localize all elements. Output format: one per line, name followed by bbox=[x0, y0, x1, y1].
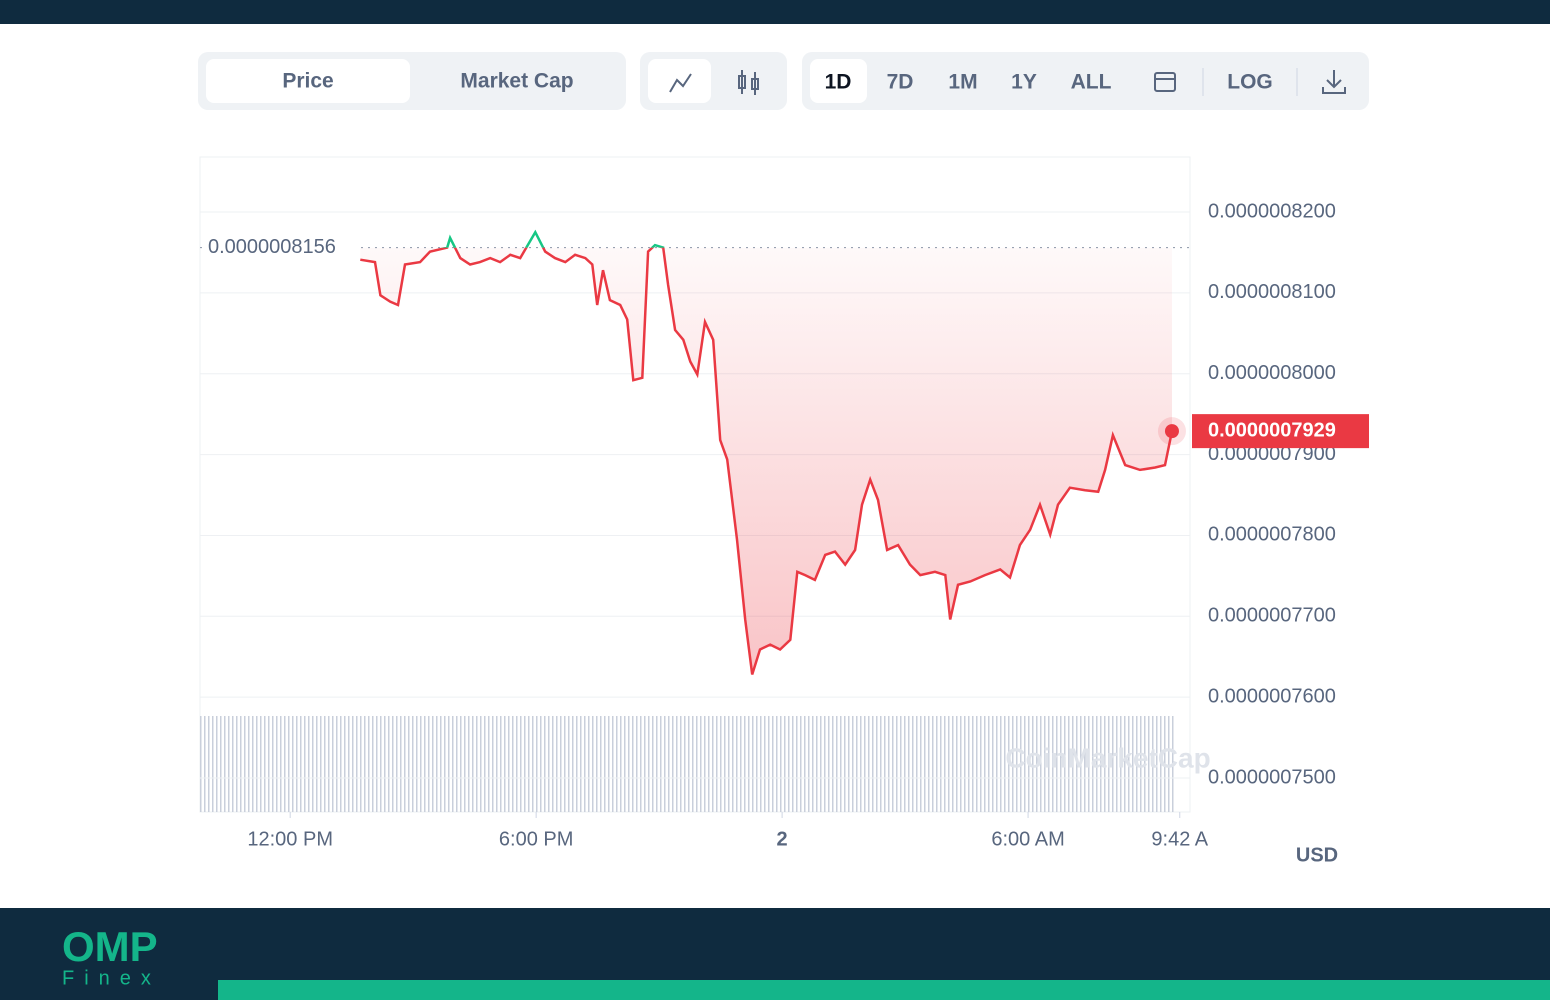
y-tick-label: 0.0000007500 bbox=[1208, 766, 1336, 788]
y-tick-label: 0.0000007800 bbox=[1208, 524, 1336, 546]
line-icon bbox=[669, 73, 692, 93]
currency: USD bbox=[1296, 844, 1338, 866]
log-button[interactable]: LOG bbox=[1227, 71, 1273, 94]
reference-label-bg bbox=[204, 234, 356, 261]
y-tick-label: 0.0000008000 bbox=[1208, 362, 1336, 384]
footer-stripe bbox=[218, 980, 1550, 1000]
range-button[interactable]: 7D bbox=[887, 71, 914, 94]
area bbox=[360, 247, 1172, 675]
logo: OMP bbox=[62, 923, 158, 970]
price-line bbox=[360, 247, 1174, 675]
x-tick-label: 9:42 A bbox=[1151, 828, 1208, 850]
line-chart-button[interactable] bbox=[648, 59, 711, 103]
y-tick-label: 0.0000008100 bbox=[1208, 281, 1336, 303]
x-tick-label: 6:00 PM bbox=[499, 828, 573, 850]
price-badge-label: 0.0000007929 bbox=[1208, 419, 1336, 441]
candle-icon[interactable] bbox=[738, 70, 759, 95]
volume-bars bbox=[200, 716, 1175, 812]
download-icon[interactable] bbox=[1322, 70, 1346, 94]
range-button[interactable]: 1Y bbox=[1011, 71, 1037, 94]
tab-active[interactable] bbox=[206, 59, 410, 103]
range-button[interactable]: 1M bbox=[948, 71, 977, 94]
top-bar bbox=[0, 0, 1550, 24]
logo-tagline: Finex bbox=[62, 967, 161, 989]
price-badge bbox=[1192, 414, 1369, 449]
range-button[interactable]: ALL bbox=[1071, 71, 1112, 94]
y-tick-label: 0.0000007900 bbox=[1208, 443, 1336, 465]
range-group bbox=[802, 52, 1369, 110]
x-tick-label: 2 bbox=[777, 828, 788, 850]
range-active[interactable] bbox=[810, 59, 867, 103]
calendar-icon[interactable] bbox=[1154, 72, 1176, 92]
tab[interactable]: Price bbox=[282, 70, 333, 93]
y-tick-label: 0.0000007700 bbox=[1208, 605, 1336, 627]
x-tick-label: 6:00 AM bbox=[991, 828, 1064, 850]
y-tick-label: 0.0000008200 bbox=[1208, 200, 1336, 222]
reference-label: 0.0000008156 bbox=[208, 236, 336, 258]
y-tick-label: 0.0000007600 bbox=[1208, 685, 1336, 707]
last-point bbox=[1164, 424, 1179, 439]
range-button[interactable]: 1D bbox=[825, 71, 852, 94]
x-tick-label: 12:00 PM bbox=[247, 828, 333, 850]
tab[interactable]: Market Cap bbox=[460, 70, 573, 93]
watermark: CoinMarketCap bbox=[1005, 742, 1210, 773]
